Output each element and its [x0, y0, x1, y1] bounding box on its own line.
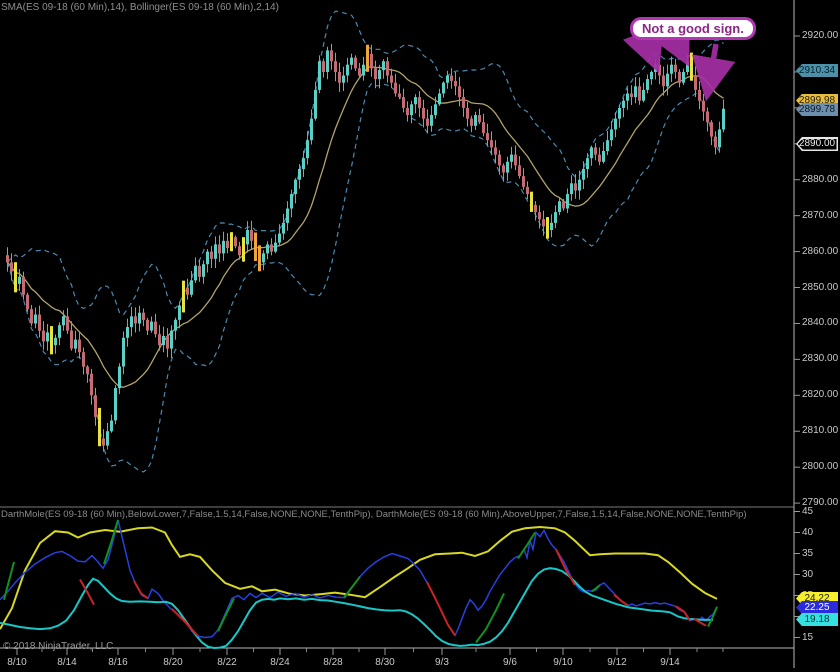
price-tick-label: 2820.00 — [802, 389, 839, 400]
price-tick-label: 2800.00 — [802, 461, 839, 472]
price-tick-label: 2860.00 — [802, 246, 839, 257]
date-tick-label: 8/24 — [270, 657, 290, 668]
oscillator-value-badge: 19.18 — [796, 613, 838, 626]
date-tick-label: 9/10 — [553, 657, 573, 668]
price-badge: 2910.34 — [796, 64, 838, 77]
oscillator-line-cyan — [0, 567, 713, 650]
date-tick-label: 8/16 — [108, 657, 128, 668]
oscillator-tick-label: 15 — [802, 632, 814, 643]
oscillator-tick-label: 35 — [802, 548, 814, 559]
axes-layer — [0, 0, 800, 668]
price-tick-label: 2880.00 — [802, 174, 839, 185]
date-tick-label: 9/6 — [503, 657, 517, 668]
date-tick-label: 8/30 — [375, 657, 395, 668]
oscillator-line-yellow — [0, 525, 718, 630]
price-tick-label: 2850.00 — [802, 282, 839, 293]
price-tick-label: 2790.00 — [802, 497, 839, 508]
date-tick-label: 9/14 — [660, 657, 680, 668]
annotation-box[interactable]: Not a good sign. — [630, 17, 756, 40]
oscillator-layer — [0, 519, 718, 650]
date-tick-label: 9/3 — [435, 657, 449, 668]
date-tick-label: 8/22 — [217, 657, 237, 668]
oscillator-value-badge: 22.25 — [796, 601, 838, 614]
date-tick-label: 8/20 — [163, 657, 183, 668]
indicator-header-label: SMA(ES 09-18 (60 Min),14), Bollinger(ES … — [1, 2, 279, 13]
oscillator-header-label: DarthMole(ES 09-18 (60 Min),BelowLower,7… — [1, 509, 747, 520]
annotation-arrows — [622, 17, 736, 102]
oscillator-tick-label: 40 — [802, 527, 814, 538]
date-tick-label: 8/14 — [57, 657, 77, 668]
copyright-label: © 2018 NinjaTrader, LLC — [3, 641, 114, 652]
price-tick-label: 2830.00 — [802, 353, 839, 364]
oscillator-tick-label: 45 — [802, 506, 814, 517]
price-tick-label: 2840.00 — [802, 317, 839, 328]
date-tick-label: 8/28 — [323, 657, 343, 668]
sma-line — [7, 65, 724, 388]
candles-layer — [6, 43, 725, 452]
price-tick-label: 2870.00 — [802, 210, 839, 221]
date-tick-label: 9/12 — [607, 657, 627, 668]
price-badge: 2899.78 — [796, 103, 838, 116]
date-tick-label: 8/10 — [7, 657, 27, 668]
price-badge-outlined: 2890.00 — [796, 137, 838, 151]
annotation-text: Not a good sign. — [642, 21, 744, 36]
price-tick-label: 2920.00 — [802, 30, 839, 41]
bollinger-bands-layer — [6, 10, 724, 473]
oscillator-tick-label: 30 — [802, 569, 814, 580]
price-tick-label: 2810.00 — [802, 425, 839, 436]
